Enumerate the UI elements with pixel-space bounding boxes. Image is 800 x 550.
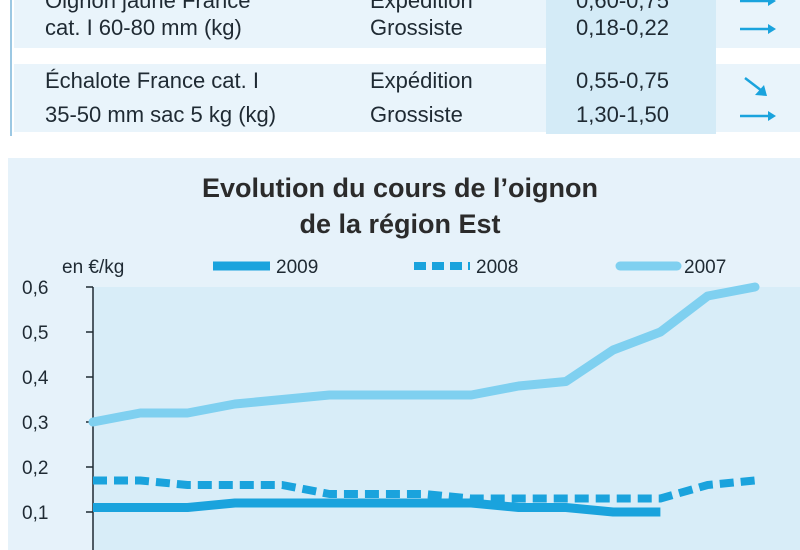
series-line-2007	[88, 282, 760, 427]
right-arrow-icon	[740, 111, 776, 121]
product-name-line: 35-50 mm sac 5 kg (kg)	[45, 102, 277, 127]
series-line-2008	[93, 476, 756, 503]
price-range: 0,18-0,22	[576, 15, 669, 40]
price-range: 1,30-1,50	[576, 102, 669, 127]
right-arrow-icon	[740, 0, 776, 6]
stage-label: Grossiste	[370, 15, 463, 40]
right-arrow-icon	[740, 24, 776, 34]
series-line-2009	[93, 498, 661, 517]
price-column-highlight	[546, 0, 716, 134]
stage-label: Expédition	[370, 68, 473, 93]
y-tick-label: 0,0	[22, 548, 48, 550]
price-range: 0,60-0,75	[576, 0, 669, 13]
legend: 2009 2008 2007	[213, 257, 726, 278]
y-tick-label: 0,4	[22, 368, 49, 389]
product-name-line: Échalote France cat. I	[45, 68, 259, 93]
series-layer	[88, 282, 760, 517]
price-range: 0,55-0,75	[576, 68, 669, 93]
y-axis-ticks: 0,0 0,1 0,2 0,3 0,4 0,5 0,6	[22, 278, 93, 550]
legend-label-2008: 2008	[476, 257, 518, 278]
y-axis-unit-label: en €/kg	[62, 257, 124, 278]
y-tick-label: 0,6	[22, 278, 48, 299]
chart-title-line-2: de la région Est	[299, 209, 501, 239]
product-name-line: cat. I 60-80 mm (kg)	[45, 15, 242, 40]
chart-title-line-1: Evolution du cours de l’oignon	[202, 173, 598, 203]
legend-label-2007: 2007	[684, 257, 726, 278]
stage-label: Expédition	[370, 0, 473, 13]
legend-label-2009: 2009	[276, 257, 318, 278]
y-tick-label: 0,2	[22, 458, 48, 479]
table-left-border	[10, 0, 12, 136]
price-table: Oignon jaune France cat. I 60-80 mm (kg)…	[0, 0, 800, 140]
product-name-line: Oignon jaune France	[45, 0, 251, 13]
y-tick-label: 0,5	[22, 323, 48, 344]
down-right-arrow-icon	[744, 77, 767, 96]
stage-label: Grossiste	[370, 102, 463, 127]
y-tick-label: 0,3	[22, 413, 48, 434]
y-tick-label: 0,1	[22, 503, 48, 524]
